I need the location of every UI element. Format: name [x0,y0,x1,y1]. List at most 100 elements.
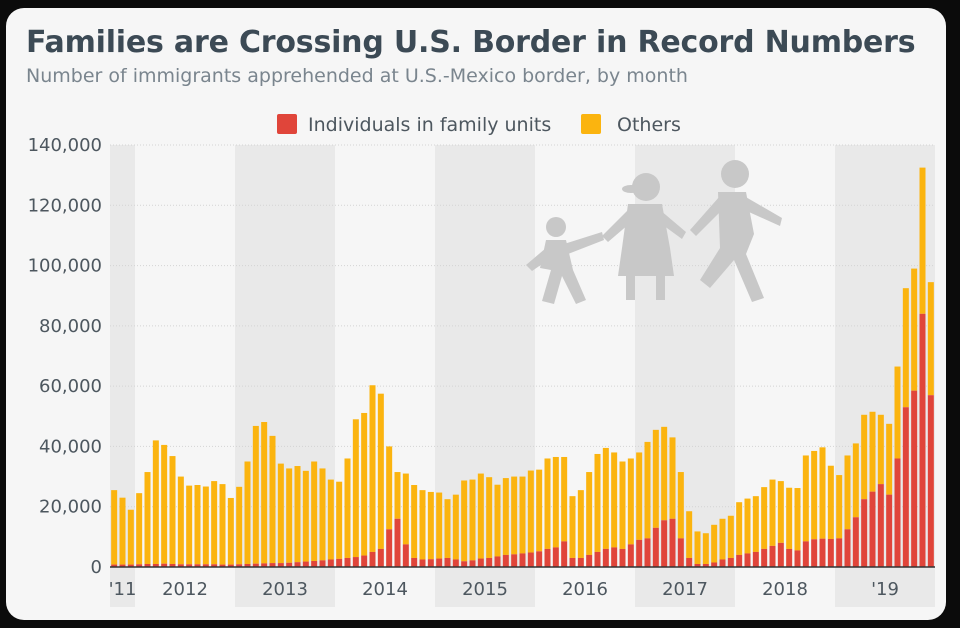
bar-others [852,443,859,518]
bar-others [519,476,526,554]
bar-others [494,484,501,557]
bar-others [402,473,409,545]
family-walking-icon [526,160,782,304]
bar-others [527,470,534,553]
bar-family [144,563,151,567]
bar-others [436,492,443,559]
bar-others [594,453,601,552]
bar-others [177,476,184,565]
bar-family [169,563,176,567]
bar-family [327,559,334,567]
bar-others [361,412,368,556]
bar-family [261,563,268,567]
bar-family [427,559,434,567]
bar-family [344,557,351,567]
bar-family [252,563,259,567]
bar-family [119,564,126,567]
bar-others [411,485,418,558]
bar-others [752,496,759,552]
x-tick-label: '19 [871,579,899,600]
bar-others [794,488,801,551]
bar-others [561,456,568,542]
bar-family [777,542,784,567]
bar-others [336,481,343,559]
bar-others [452,494,459,560]
bar-others [927,282,934,396]
bar-family [677,538,684,567]
bar-others [236,486,243,565]
bar-others [319,468,326,561]
bar-others [386,446,393,530]
bar-others [894,366,901,459]
bar-family [361,555,368,567]
bar-family [736,554,743,567]
x-tick-label: 2017 [662,579,708,600]
bar-others [286,468,293,563]
bar-family [861,499,868,567]
bar-others [127,509,134,565]
bar-others [644,441,651,539]
chart-subtitle: Number of immigrants apprehended at U.S.… [26,65,688,87]
bar-family [419,559,426,567]
bar-family [802,541,809,567]
bar-family [227,564,234,567]
bar-family [194,564,201,567]
bar-family [219,564,226,567]
bar-others [202,486,209,565]
bar-others [902,288,909,408]
bar-family [919,313,926,567]
year-band [835,145,935,607]
bar-family [886,494,893,567]
bar-others [502,478,509,555]
bar-family [619,548,626,567]
bar-others [211,481,218,565]
bar-family [161,563,168,567]
legend-swatch-family [277,114,297,134]
bar-others [827,465,834,539]
bar-others [461,480,468,562]
chart-title: Families are Crossing U.S. Border in Rec… [26,25,916,60]
bar-others [252,425,259,564]
bar-others [194,485,201,565]
bar-others [544,458,551,549]
bar-others [219,484,226,565]
bar-family [477,558,484,567]
bar-others [686,511,693,558]
x-tick-label: 2015 [462,579,508,600]
bar-family [294,562,301,567]
bar-others [394,472,401,519]
bar-others [677,472,684,539]
bar-family [786,548,793,567]
bar-family [536,551,543,567]
bar-family [627,544,634,567]
bar-others [836,475,843,539]
bar-family [761,548,768,567]
bar-family [269,563,276,567]
bar-family [711,562,718,567]
bar-family [336,558,343,567]
bar-others [511,476,518,555]
bar-others [769,479,776,546]
bar-others [344,458,351,558]
bar-family [569,557,576,567]
bar-family [444,557,451,567]
bar-family [902,407,909,567]
bar-family [894,458,901,567]
bar-family [527,552,534,567]
bar-others [311,461,318,561]
chart-card: Families are Crossing U.S. Border in Rec… [6,8,946,620]
bar-family [852,517,859,567]
bar-family [352,557,359,567]
bar-others [577,490,584,558]
bar-others [719,518,726,560]
bar-family [411,557,418,567]
bar-others [377,393,384,549]
bar-family [794,550,801,567]
bar-others [144,472,151,564]
bar-others [661,426,668,521]
bar-family [827,538,834,567]
bar-family [719,559,726,567]
bar-others [861,414,868,500]
bar-others [736,502,743,555]
x-tick-label: '11 [109,579,137,600]
